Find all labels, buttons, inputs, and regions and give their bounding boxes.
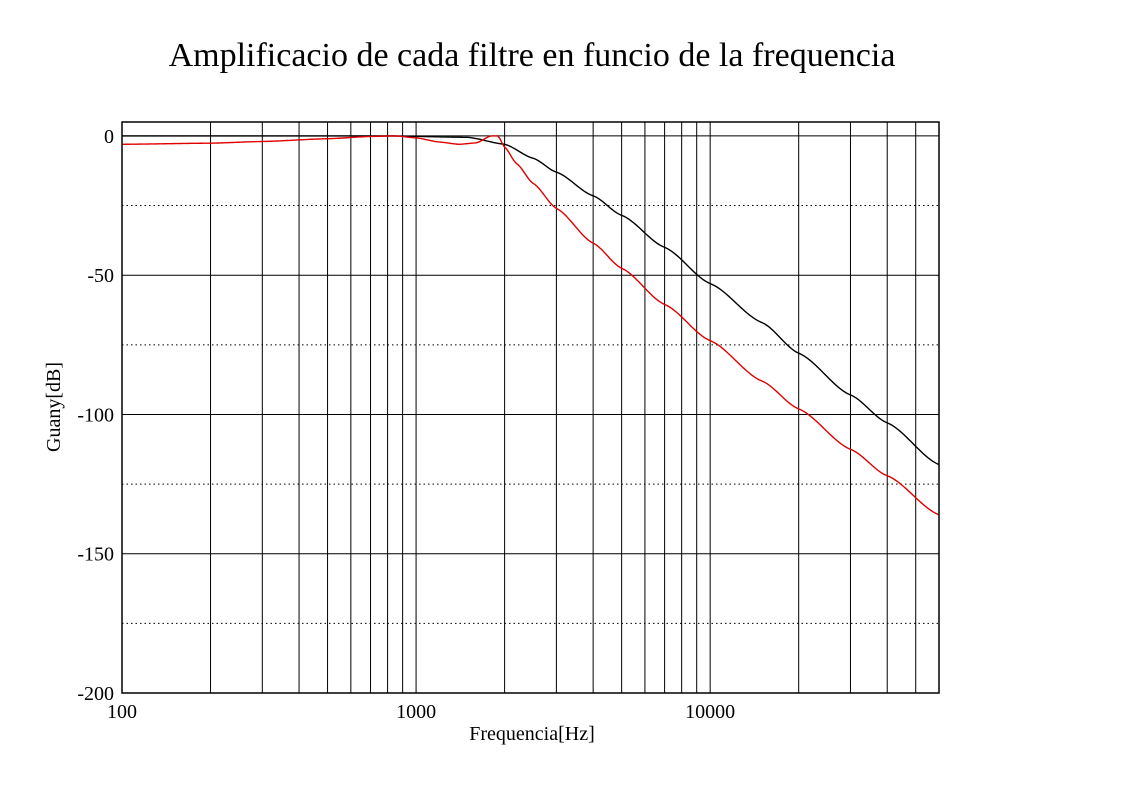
y-tick-label: -200 [77,683,114,705]
plot-frame [121,121,940,694]
x-tick-label: 100 [107,701,137,723]
y-axis-label: Guany[dB] [43,362,65,452]
series-line-1 [121,135,940,516]
grid-layer [122,122,939,693]
series-line-0 [122,135,940,466]
series-layer [121,135,940,516]
y-tick-label: -50 [87,265,114,287]
x-axis-label: Frequencia[Hz] [469,723,595,745]
y-tick-label: 0 [104,126,114,148]
x-tick-label: 10000 [685,701,735,723]
x-tick-label: 1000 [396,701,436,723]
y-tick-label: -150 [77,544,114,566]
y-tick-label: -100 [77,404,114,426]
chart-title: Amplificacio de cada filtre en funcio de… [169,37,896,74]
